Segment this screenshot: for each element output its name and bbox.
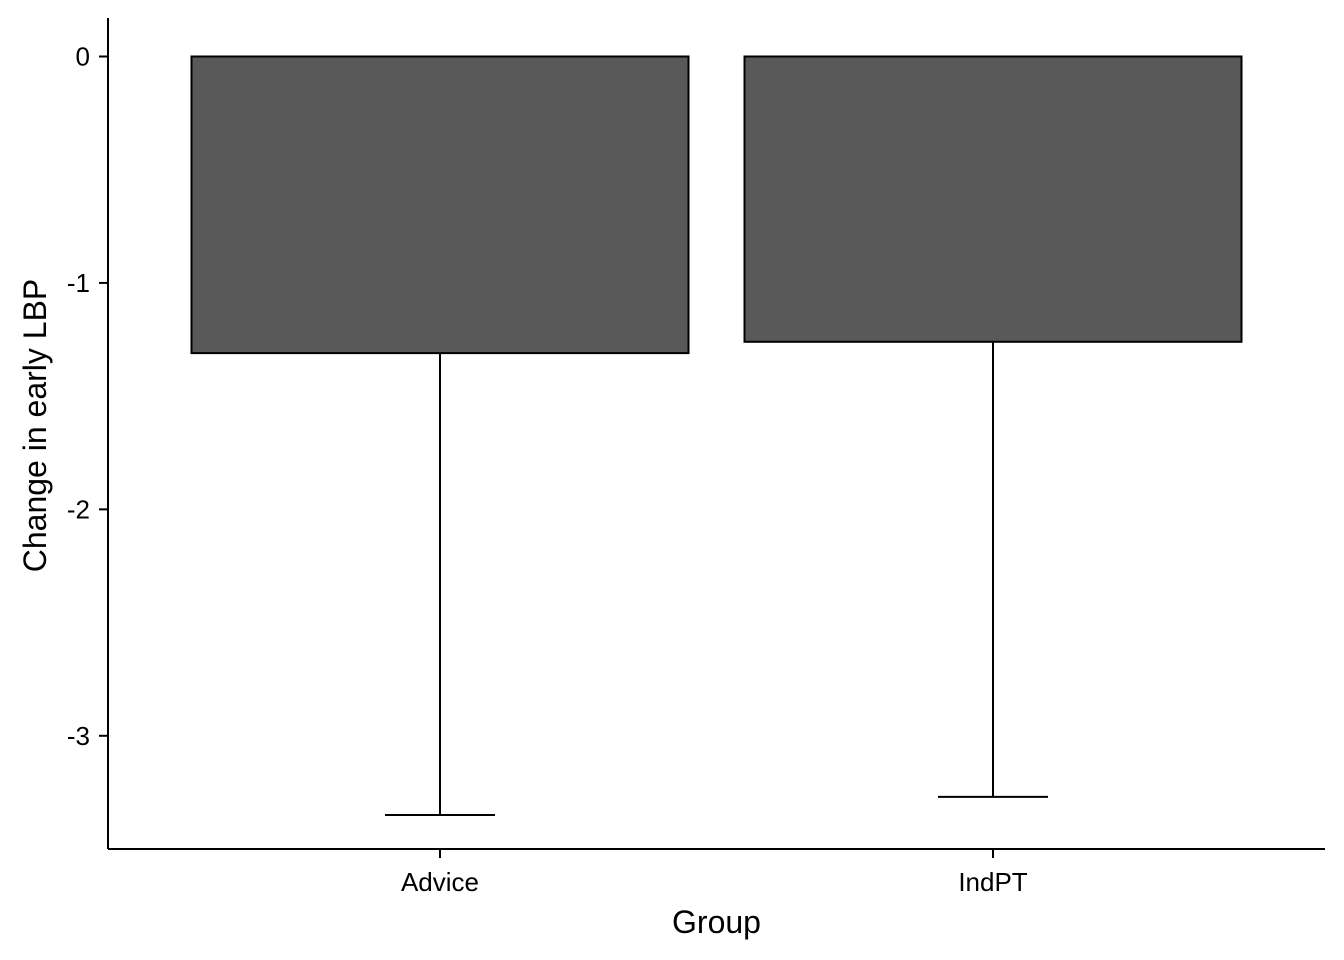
y-axis-title: Change in early LBP [17, 279, 53, 573]
x-tick-label-indpt: IndPT [958, 867, 1027, 897]
y-tick-label: -3 [67, 721, 90, 751]
x-axis-title: Group [672, 904, 761, 940]
axes-layer [107, 18, 1325, 850]
bar-indpt [743, 55, 1243, 343]
bar-advice [190, 55, 690, 355]
bars-layer [190, 55, 1243, 355]
y-tick-label: 0 [76, 41, 90, 71]
y-tick-label: -2 [67, 494, 90, 524]
y-ticks-layer: 0 -1 -2 -3 [67, 41, 108, 751]
error-bars-layer [385, 341, 1048, 817]
x-tick-label-advice: Advice [401, 867, 479, 897]
y-tick-label: -1 [67, 268, 90, 298]
x-ticks-layer: Advice IndPT [401, 849, 1028, 897]
